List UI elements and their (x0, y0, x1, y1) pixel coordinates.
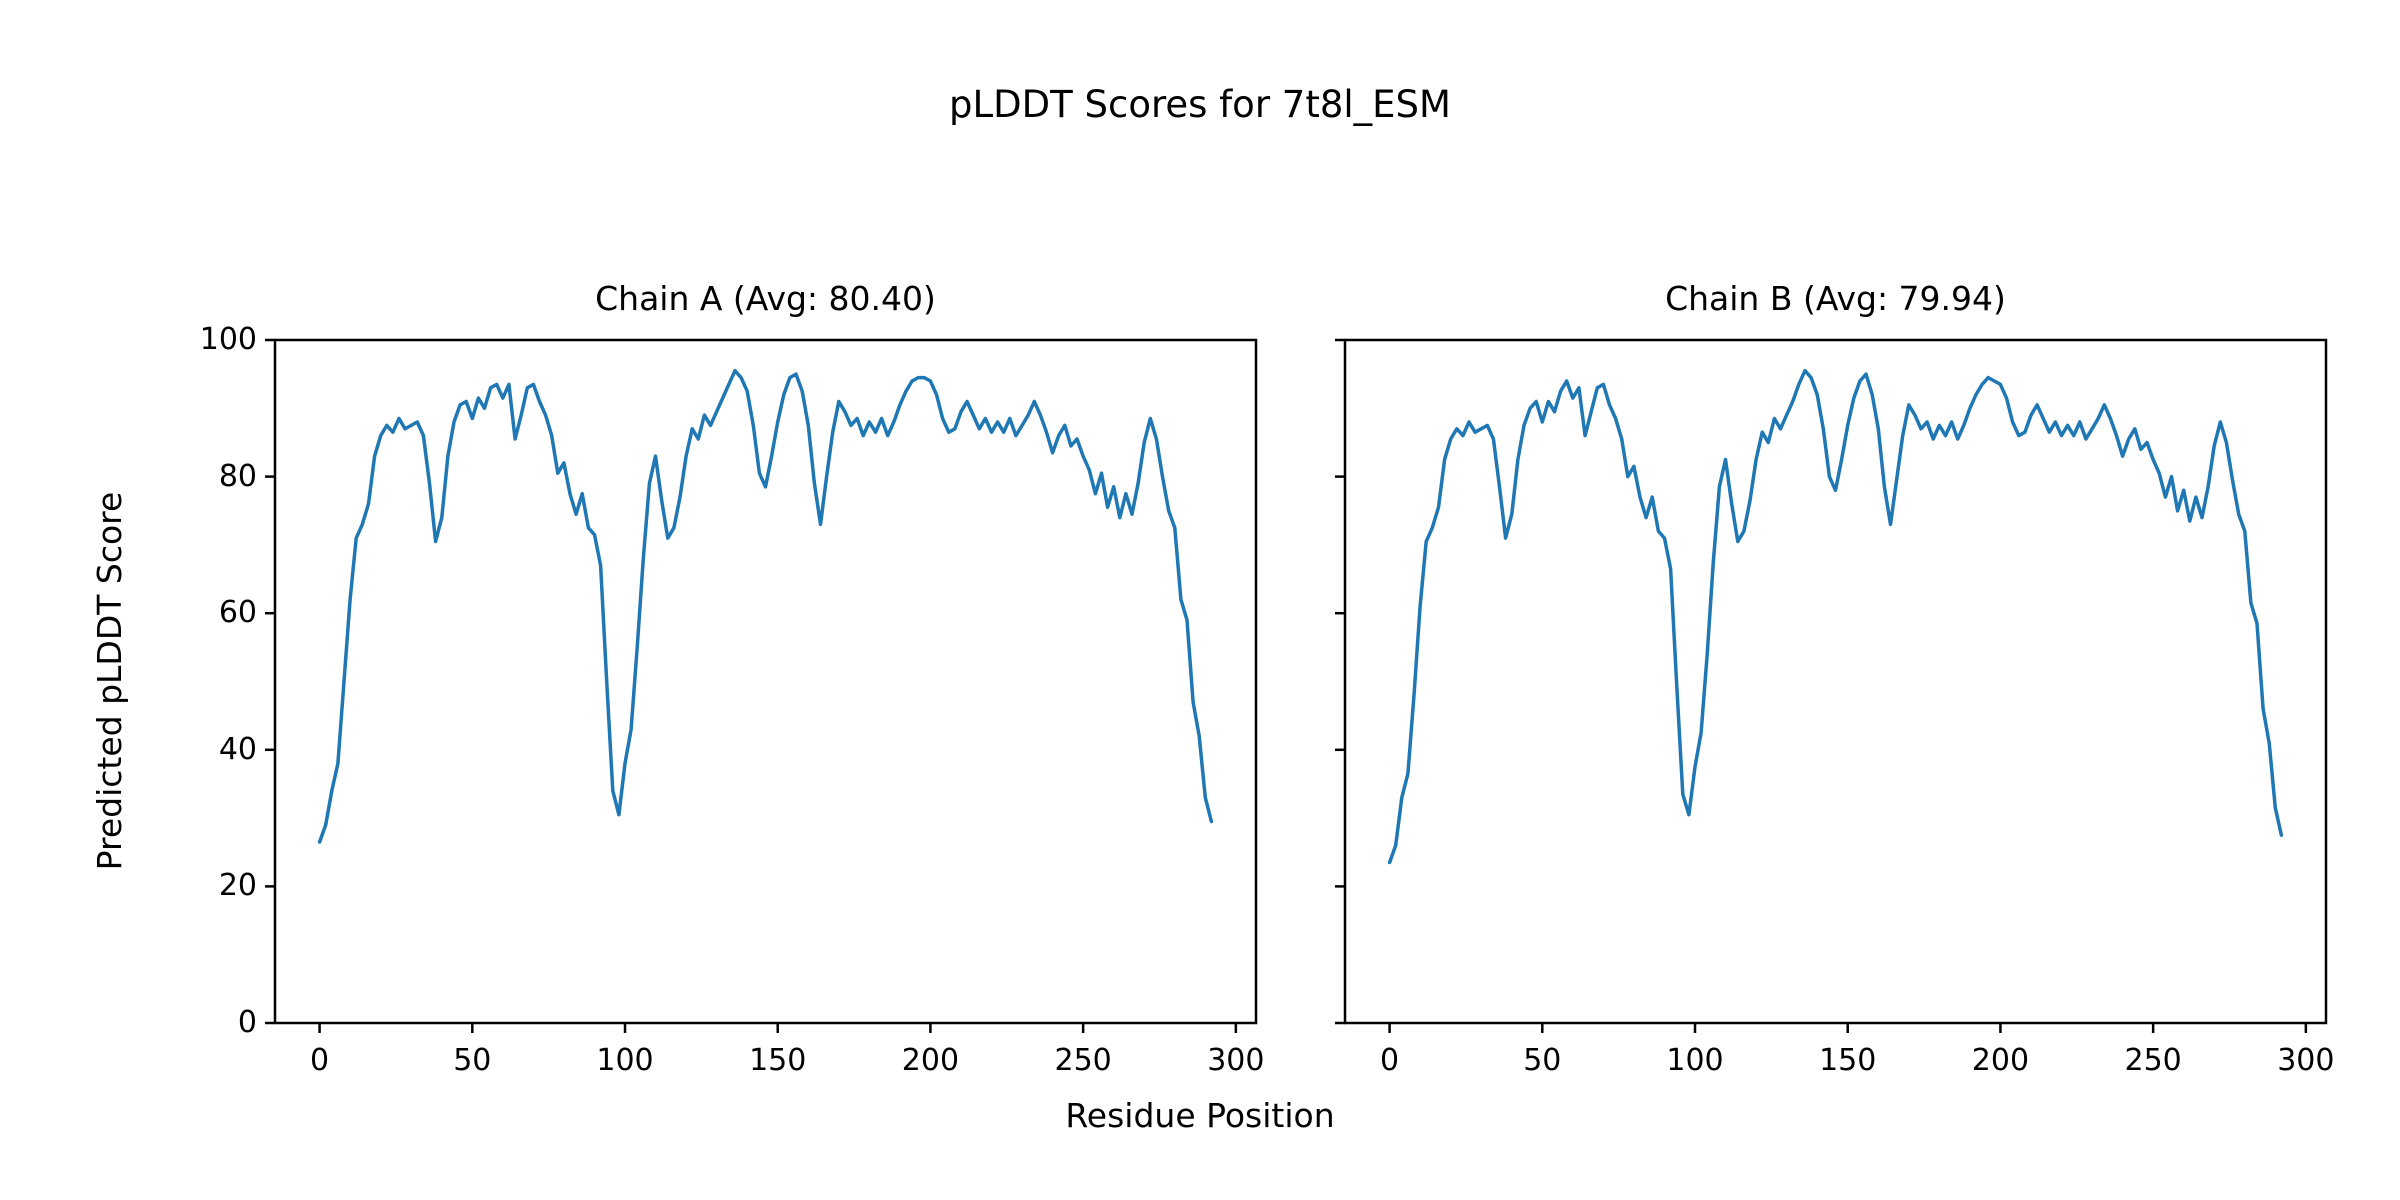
plddt-line (317, 368, 1214, 844)
x-tick-label: 300 (1207, 1043, 1265, 1078)
x-tick-label: 200 (1971, 1043, 2030, 1078)
x-tick-label: 100 (1666, 1043, 1724, 1078)
x-tick-label: 0 (1380, 1043, 1400, 1078)
y-axis-label: Predicted pLDDT Score (90, 491, 129, 871)
x-tick-label: 50 (453, 1043, 492, 1078)
chain-a-ticklayer: 0 50 100 150 200 250 300 0 20 40 60 80 100 (200, 322, 1265, 1078)
x-tick-label: 200 (901, 1043, 960, 1078)
y-tick-label: 60 (218, 595, 257, 631)
y-tick-label: 40 (218, 731, 257, 767)
x-tick-label: 0 (310, 1043, 330, 1078)
chain-a-plot (265, 338, 1258, 1033)
x-axis-label: Residue Position (1065, 1096, 1335, 1135)
axes-spines (1343, 338, 2328, 1025)
subplot-a-title: Chain A (Avg: 80.40) (595, 279, 936, 318)
figure-title: pLDDT Scores for 7t8l_ESM (949, 83, 1451, 126)
x-tick-label: 150 (1819, 1043, 1877, 1078)
x-tick-label: 300 (2277, 1043, 2335, 1078)
axes-spines (273, 338, 1258, 1025)
subplot-b-title: Chain B (Avg: 79.94) (1665, 279, 2006, 318)
chain-b-ticklayer: 0 50 100 150 200 250 300 (1345, 340, 2334, 1078)
chain-b-plot (1335, 338, 2328, 1033)
y-tick-label: 100 (199, 322, 257, 357)
y-tick-label: 20 (218, 868, 257, 904)
x-tick-label: 100 (596, 1043, 654, 1078)
plddt-line (1387, 368, 2284, 865)
x-tick-label: 250 (1054, 1043, 1112, 1078)
x-tick-label: 50 (1523, 1043, 1562, 1078)
x-tick-label: 150 (749, 1043, 807, 1078)
x-tick-label: 250 (2124, 1043, 2182, 1078)
y-tick-label: 0 (237, 1005, 257, 1040)
y-tick-label: 80 (218, 458, 257, 494)
